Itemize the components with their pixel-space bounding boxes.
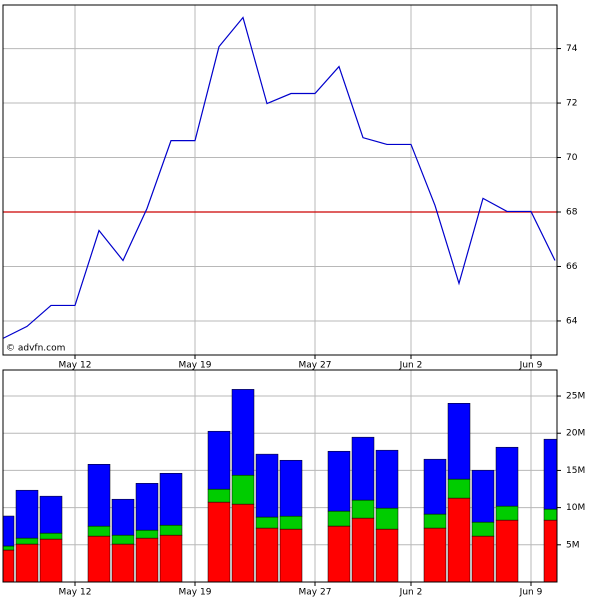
volume-bar	[159, 534, 183, 582]
volume-bar	[447, 497, 471, 582]
volume-bar	[255, 453, 279, 518]
volume-bar	[447, 478, 471, 499]
watermark: © advfn.com	[6, 344, 65, 354]
volume-bar	[375, 507, 399, 530]
plot-area	[3, 5, 557, 355]
volume-bar	[351, 517, 375, 582]
volume-bar	[39, 495, 63, 534]
volume-bar	[3, 545, 15, 551]
y-tick-label: 64	[566, 316, 578, 326]
volume-bar	[15, 489, 39, 539]
volume-bar	[87, 535, 111, 582]
volume-bar	[471, 535, 495, 582]
x-tick-label: May 19	[179, 361, 212, 371]
y-tick-label: 20M	[566, 429, 585, 439]
price-line	[3, 16, 556, 339]
volume-bar	[87, 463, 111, 527]
volume-bar	[495, 505, 519, 521]
plot-area	[3, 370, 557, 582]
volume-bar	[471, 521, 495, 537]
volume-bar	[495, 446, 519, 507]
volume-bar	[279, 528, 303, 582]
volume-bar	[543, 519, 557, 582]
volume-bar	[39, 538, 63, 582]
x-tick-label: Jun 9	[519, 361, 543, 371]
volume-bar	[447, 403, 471, 480]
x-tick-label: Jun 2	[399, 588, 423, 598]
volume-bar	[423, 513, 447, 529]
y-tick-label: 66	[566, 262, 578, 272]
y-tick-label: 68	[566, 208, 578, 218]
volume-bar	[255, 527, 279, 582]
volume-bar	[207, 430, 231, 490]
y-tick-label: 25M	[566, 392, 585, 402]
volume-bar	[111, 543, 135, 582]
volume-bar	[543, 438, 557, 510]
volume-bar	[327, 450, 351, 512]
volume-bar	[207, 501, 231, 582]
volume-bar	[135, 483, 159, 531]
volume-bar	[423, 458, 447, 515]
volume-bar	[207, 488, 231, 503]
volume-bar	[351, 436, 375, 501]
volume-bar	[87, 525, 111, 537]
volume-bar	[495, 519, 519, 582]
volume-bar	[255, 516, 279, 529]
volume-bar	[135, 529, 159, 539]
volume-bar	[231, 503, 255, 582]
volume-bar	[375, 449, 399, 509]
y-tick-label: 72	[566, 99, 577, 109]
volume-bar	[351, 499, 375, 519]
volume-bar	[111, 498, 135, 536]
x-tick-label: May 19	[179, 588, 212, 598]
volume-bar	[279, 515, 303, 530]
volume-bar	[39, 532, 63, 540]
volume-bar	[159, 524, 183, 536]
volume-bar	[279, 459, 303, 517]
y-tick-label: 10M	[566, 503, 585, 513]
y-tick-label: 74	[566, 44, 578, 54]
volume-bar	[111, 534, 135, 545]
volume-bar	[471, 469, 495, 523]
x-tick-label: May 27	[299, 361, 332, 371]
volume-bar	[231, 389, 255, 476]
x-tick-label: May 12	[59, 361, 92, 371]
volume-bar	[375, 528, 399, 582]
panel-frame	[2, 4, 558, 356]
volume-bar	[3, 515, 15, 547]
volume-bar	[327, 510, 351, 527]
panel-frame	[2, 369, 558, 583]
volume-bar	[231, 474, 255, 505]
y-tick-label: 15M	[566, 466, 585, 476]
x-tick-label: May 12	[59, 588, 92, 598]
x-tick-label: Jun 2	[399, 361, 423, 371]
volume-bar	[3, 549, 15, 582]
x-tick-label: Jun 9	[519, 588, 543, 598]
y-tick-label: 5M	[566, 540, 580, 550]
volume-bar	[135, 537, 159, 582]
volume-bar	[15, 543, 39, 582]
y-tick-label: 70	[566, 153, 578, 163]
volume-bar	[543, 508, 557, 521]
volume-bar	[15, 537, 39, 545]
volume-bar	[159, 472, 183, 526]
volume-bar	[327, 525, 351, 582]
x-tick-label: May 27	[299, 588, 332, 598]
volume-bar	[423, 527, 447, 582]
